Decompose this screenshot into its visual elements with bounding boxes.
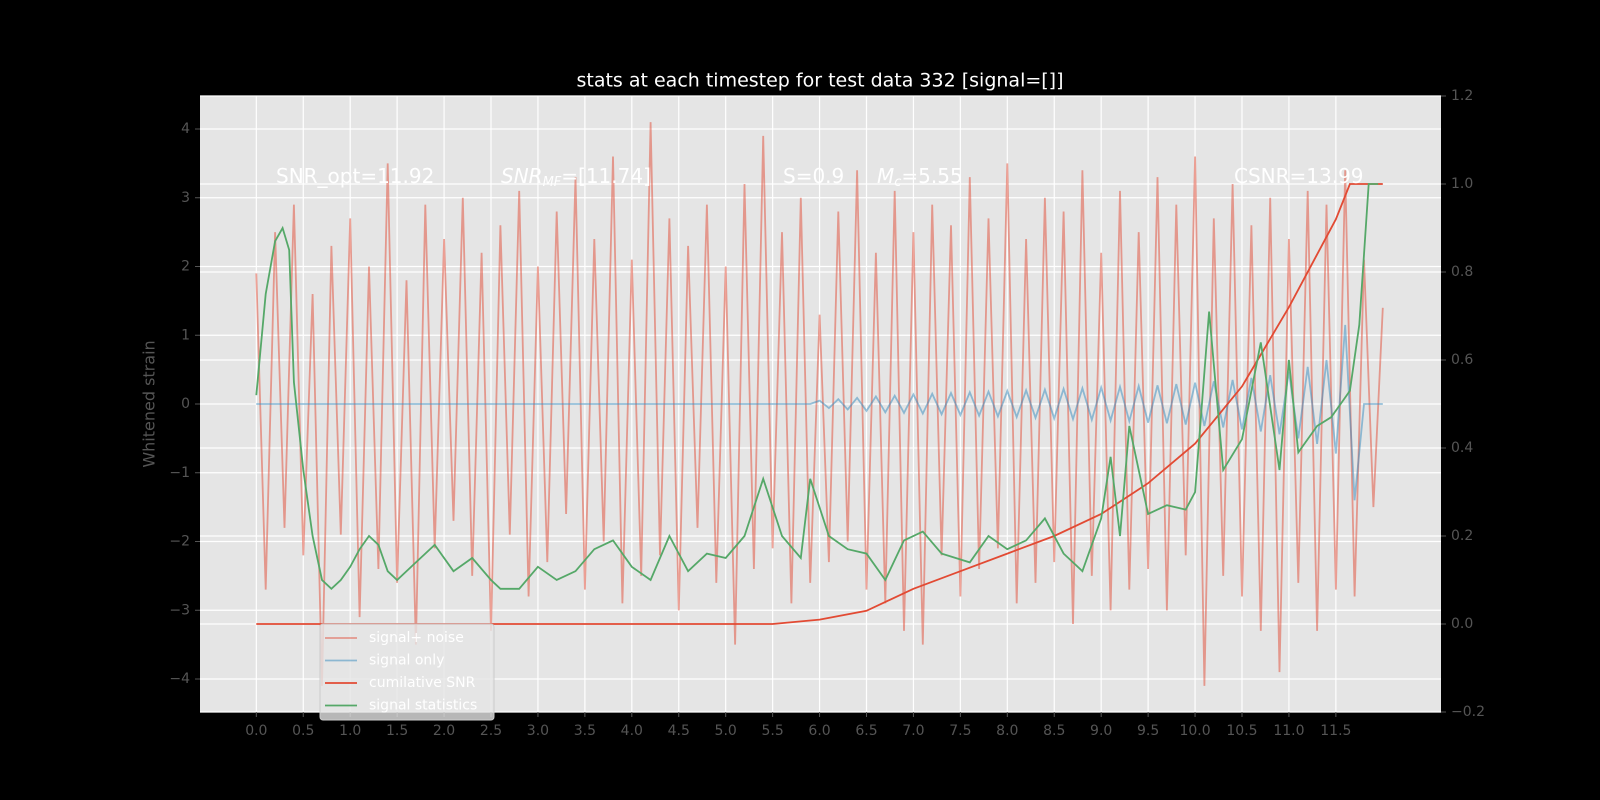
- y-tick-label: −2: [169, 534, 190, 550]
- y2-tick-label: 0.0: [1451, 616, 1473, 632]
- y2-tick-label: 1.0: [1451, 176, 1473, 192]
- annotation-text: SNR: [501, 164, 543, 188]
- annotation-text: M: [877, 164, 894, 188]
- y2-tick-label: 0.6: [1451, 352, 1473, 368]
- x-tick-label: 10.0: [1179, 723, 1210, 739]
- y-tick-label: 2: [181, 259, 190, 275]
- x-tick-label: 3.0: [527, 723, 549, 739]
- y-tick-label: 0: [181, 396, 190, 412]
- x-tick-label: 0.5: [292, 723, 314, 739]
- legend-label: cumilative SNR: [369, 675, 476, 691]
- annotation-text: SNR_opt=11.92: [276, 164, 434, 188]
- legend-label: signal only: [369, 653, 444, 669]
- y-tick-label: −4: [169, 671, 190, 687]
- annotation: Mc=5.55: [877, 164, 963, 190]
- y2-tick-label: 0.8: [1451, 264, 1473, 280]
- x-tick-label: 8.0: [996, 723, 1018, 739]
- x-tick-label: 5.0: [715, 723, 737, 739]
- x-tick-label: 3.5: [574, 723, 596, 739]
- y2-tick-label: 0.4: [1451, 440, 1473, 456]
- series-line: [255, 122, 1384, 686]
- legend-label: signal+ noise: [369, 630, 464, 646]
- annotation-subscript: MF: [543, 175, 562, 190]
- x-tick-label: 6.0: [808, 723, 830, 739]
- x-tick-label: 4.5: [668, 723, 690, 739]
- annotation-text: S=0.9: [783, 164, 844, 188]
- legend-box: [319, 623, 495, 721]
- series-line: [256, 324, 1383, 501]
- x-tick-label: 7.5: [949, 723, 971, 739]
- x-tick-label: 2.0: [433, 723, 455, 739]
- x-tick-label: 4.0: [621, 723, 643, 739]
- y2-tick-label: −0.2: [1451, 704, 1485, 720]
- y-tick-label: 4: [181, 121, 190, 137]
- annotation: CSNR=13.99: [1234, 164, 1364, 188]
- x-tick-label: 5.5: [761, 723, 783, 739]
- x-tick-label: 7.0: [902, 723, 924, 739]
- labels: 0.0 0.5 1.0 1.5 2.0 2.5 3.0 3.5 4.0 4.5 5.0 5.5 6.0 6…: [169, 88, 1485, 739]
- x-tick-label: 11.5: [1320, 723, 1351, 739]
- x-tick-label: 6.5: [855, 723, 877, 739]
- y-tick-label: 1: [181, 327, 190, 343]
- y2-tick-label: 1.2: [1451, 88, 1473, 104]
- annotation: SNRMF=[11.74]: [501, 164, 651, 190]
- series-line: [255, 183, 1379, 591]
- y-tick-label: 3: [181, 190, 190, 206]
- marks: [255, 122, 1384, 686]
- annotation-text: CSNR=13.99: [1234, 164, 1364, 188]
- y-tick-label: −1: [169, 465, 190, 481]
- annotation: SNR_opt=11.92: [276, 164, 434, 188]
- x-tick-label: 8.5: [1043, 723, 1065, 739]
- y-axis-label: Whitened strain: [140, 340, 159, 467]
- x-tick-label: 10.5: [1226, 723, 1257, 739]
- chart-title: stats at each timestep for test data 332…: [576, 70, 1063, 92]
- x-tick-label: 2.5: [480, 723, 502, 739]
- x-tick-label: 1.5: [386, 723, 408, 739]
- annotation: S=0.9: [783, 164, 844, 188]
- y2-tick-label: 0.2: [1451, 528, 1473, 544]
- x-tick-label: 1.0: [339, 723, 361, 739]
- annotation-subscript: c: [894, 175, 901, 190]
- x-tick-label: 0.0: [245, 723, 267, 739]
- x-tick-label: 9.5: [1137, 723, 1159, 739]
- x-tick-label: 11.0: [1273, 723, 1304, 739]
- legend: signal+ noise signal only cumilative SNR si…: [319, 623, 495, 721]
- annotation-text-after: =5.55: [901, 164, 962, 188]
- legend-label: signal statistics: [369, 698, 477, 714]
- x-tick-label: 9.0: [1090, 723, 1112, 739]
- annotation-text-after: =[11.74]: [561, 164, 651, 188]
- y-tick-label: −3: [169, 602, 190, 618]
